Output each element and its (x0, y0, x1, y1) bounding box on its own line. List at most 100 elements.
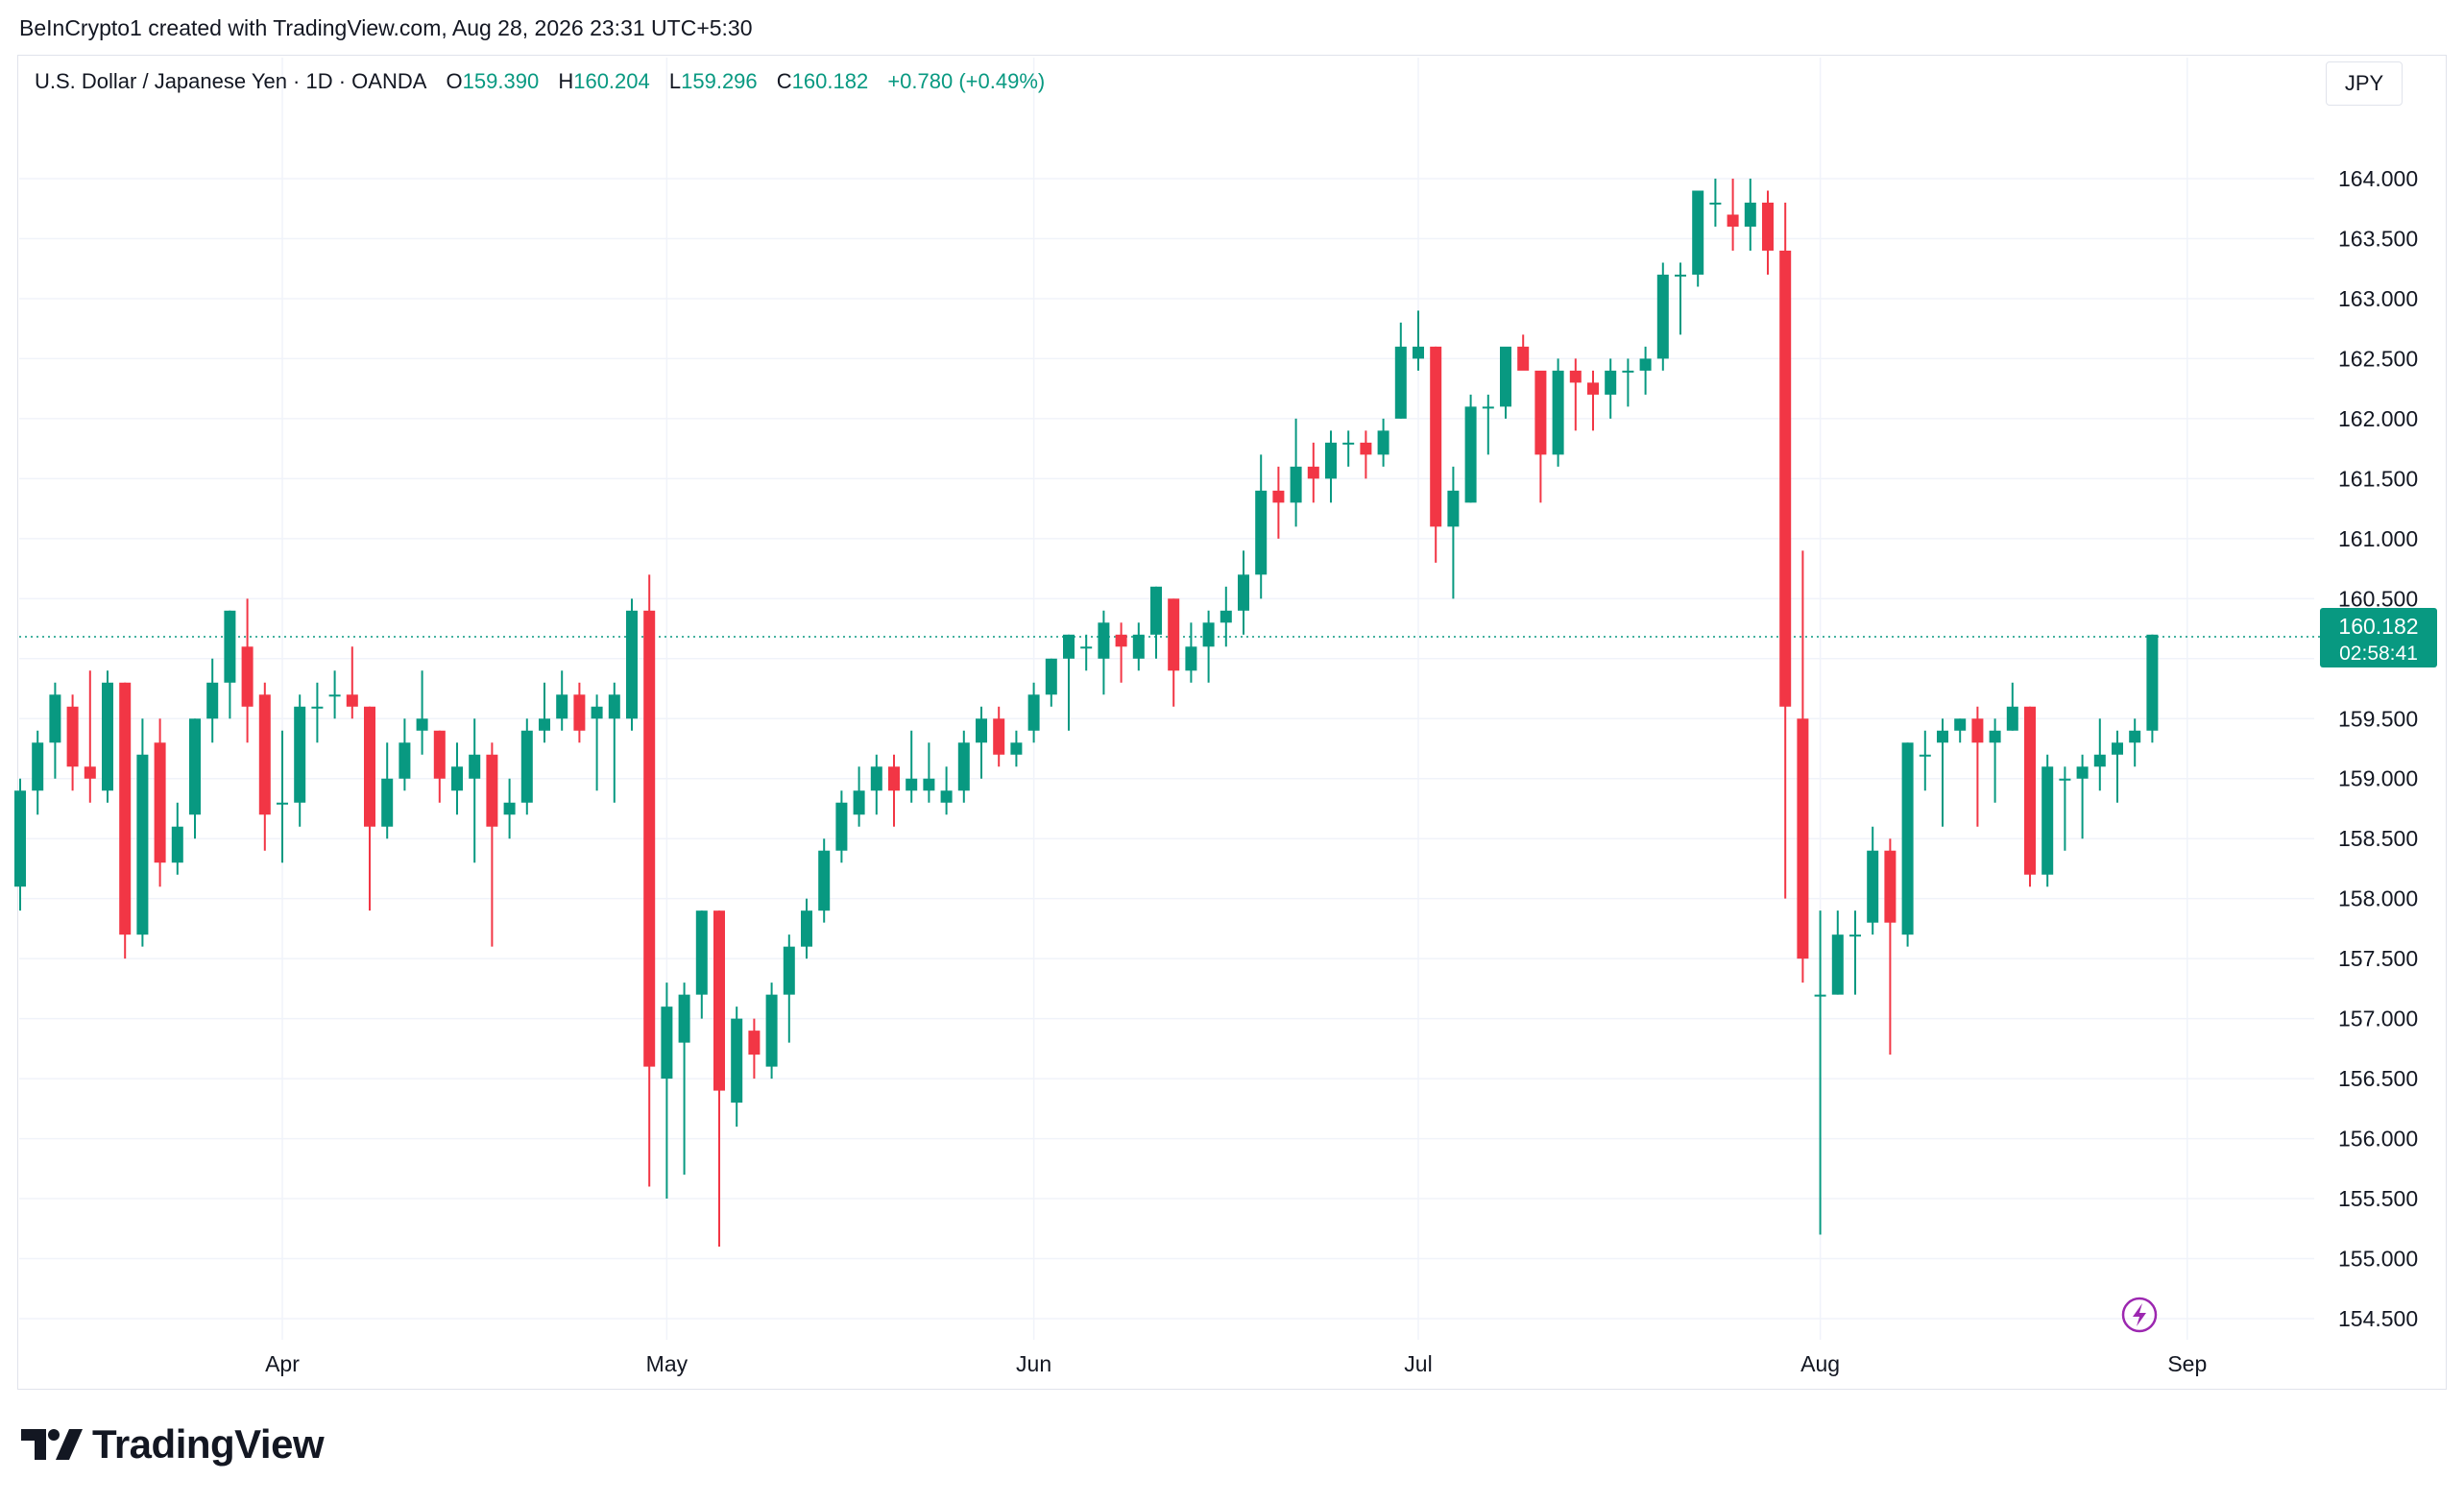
candle-body (1971, 718, 1984, 743)
candle (2129, 718, 2141, 767)
last-price-label: 160.182 02:58:41 (2320, 608, 2437, 668)
tradingview-logo[interactable]: TradingView (21, 1421, 325, 1468)
candle (1132, 622, 1145, 671)
candle (1238, 550, 1249, 635)
candle (2059, 766, 2071, 851)
candle-body (2076, 766, 2089, 779)
candle (1430, 346, 1442, 563)
candle (783, 934, 795, 1043)
high-value: 160.204 (573, 69, 650, 93)
candle-body (1325, 442, 1337, 479)
candle-body (171, 826, 183, 863)
candle-body (1272, 490, 1285, 503)
candle-body (119, 682, 132, 935)
candle (328, 670, 341, 719)
candle-body (818, 850, 831, 911)
candle-body (451, 766, 463, 791)
candle (1500, 346, 1511, 419)
candle (1587, 370, 1599, 431)
candle-body (835, 802, 848, 851)
candle-body (1797, 718, 1809, 959)
candle-body (2006, 706, 2018, 731)
y-tick-label: 156.500 (2338, 1066, 2418, 1091)
candle (1255, 454, 1268, 599)
candle-body (1534, 370, 1547, 455)
y-tick-label: 155.500 (2338, 1186, 2418, 1211)
y-tick-label: 159.500 (2338, 706, 2418, 731)
y-tick-label: 157.000 (2338, 1007, 2418, 1031)
candle-body (258, 694, 271, 815)
candle-body (1098, 622, 1110, 659)
candle-body (731, 1018, 743, 1104)
candle-body (870, 766, 882, 791)
candle (1954, 718, 1967, 743)
candle-body (801, 910, 812, 947)
candle-body (1989, 730, 2001, 743)
candle (1692, 190, 1704, 287)
x-tick-label: Jul (1404, 1351, 1432, 1376)
candle-body (1954, 718, 1967, 731)
candle (556, 670, 568, 731)
tradingview-brand: TradingView (92, 1421, 325, 1467)
candle-body (2059, 778, 2071, 781)
candle-body (661, 1007, 673, 1079)
candle (1413, 310, 1424, 371)
y-tick-label: 162.000 (2338, 406, 2418, 431)
symbol-name[interactable]: U.S. Dollar / Japanese Yen · 1D · OANDA (35, 69, 427, 93)
candle-body (32, 742, 44, 791)
candle-body (486, 754, 498, 827)
candle-body (1831, 934, 1844, 995)
candle-body (1185, 646, 1197, 671)
candle (1919, 730, 1931, 791)
candle-body (1168, 598, 1180, 671)
candle-body (1569, 370, 1582, 383)
candle-body (1447, 490, 1460, 527)
candle-body (2024, 706, 2036, 875)
candle (433, 730, 446, 803)
candle-body (1255, 490, 1268, 575)
candle (102, 670, 113, 803)
candle-body (2041, 766, 2054, 875)
candle-body (14, 790, 26, 887)
x-tick-label: Jun (1016, 1351, 1051, 1376)
candle (643, 574, 656, 1187)
candle (119, 682, 132, 959)
candle (346, 646, 358, 719)
candle (1272, 466, 1285, 539)
candle (49, 682, 61, 779)
candle-body (888, 766, 900, 791)
candle (189, 718, 201, 839)
candle (1010, 730, 1023, 767)
low-label: L (668, 69, 682, 93)
candle-body (539, 718, 550, 731)
time-axis: Apr May Jun Jul Aug Sep (265, 1351, 2207, 1376)
y-tick-label: 163.000 (2338, 286, 2418, 311)
candle (1447, 466, 1460, 599)
candle-body (783, 946, 795, 995)
candle-body (1377, 430, 1389, 455)
candle-body (957, 742, 970, 791)
symbol-legend: U.S. Dollar / Japanese Yen · 1D · OANDA … (35, 69, 1045, 94)
candle (976, 706, 987, 779)
currency-button[interactable]: JPY (2326, 61, 2403, 106)
candle (1115, 622, 1127, 683)
candle (870, 754, 882, 815)
candle-body (381, 778, 394, 827)
chart-caption: BeInCrypto1 created with TradingView.com… (19, 15, 753, 40)
candle (84, 670, 96, 803)
candle-body (1919, 754, 1931, 757)
candle-body (311, 706, 324, 709)
candle (171, 802, 183, 875)
candle (1937, 718, 1948, 827)
candle (2006, 682, 2018, 731)
candle (1971, 706, 1984, 827)
candle (713, 910, 725, 1248)
candle (573, 682, 586, 743)
y-tick-label: 157.500 (2338, 946, 2418, 971)
candle-body (1394, 346, 1407, 419)
candle (1045, 658, 1057, 707)
candle-body (748, 1031, 761, 1055)
candles (14, 179, 2159, 1248)
candle (277, 730, 288, 863)
